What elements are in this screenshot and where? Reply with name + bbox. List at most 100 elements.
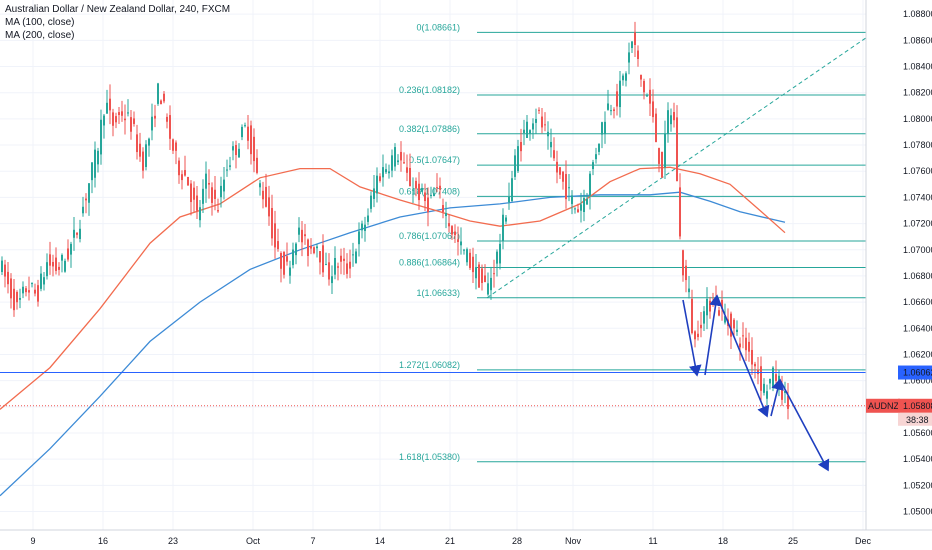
fibonacci-levels: 0(1.08661) 0.236(1.08182) 0.382(1.07886) 0.… <box>399 22 875 463</box>
chart-title: Australian Dollar / New Zealand Dollar, … <box>5 4 231 15</box>
candle-body <box>637 50 639 60</box>
candle-body <box>463 249 465 251</box>
candle-body <box>457 239 459 242</box>
candle-body <box>586 198 588 205</box>
candle-body <box>625 73 627 81</box>
candle-body <box>682 250 684 276</box>
candle-body <box>319 251 321 263</box>
candle-body <box>721 299 723 309</box>
candle-body <box>334 257 336 275</box>
candle-body <box>535 118 537 123</box>
projection-arrow <box>682 299 702 377</box>
candle-body <box>112 112 114 126</box>
candle-body <box>307 239 309 256</box>
candle-body <box>520 142 522 152</box>
projection-arrow <box>704 294 722 376</box>
candle-body <box>283 252 285 275</box>
candle-body <box>7 271 9 285</box>
candle-body <box>322 245 324 273</box>
fib-level-label: 0.5(1.07647) <box>409 155 460 165</box>
candle-body <box>148 138 150 146</box>
candle-body <box>118 112 120 116</box>
candle-body <box>115 116 117 123</box>
candle-body <box>61 254 63 261</box>
x-tick-label: 7 <box>310 536 315 546</box>
candle-body <box>133 118 135 124</box>
candle-body <box>451 226 453 235</box>
candle-body <box>529 130 531 134</box>
candle-body <box>244 125 246 127</box>
candle-body <box>190 183 192 203</box>
candle-body <box>286 256 288 262</box>
fib-level-label: 1(1.06633) <box>416 288 460 298</box>
candle-body <box>709 300 711 312</box>
candle-body <box>412 189 414 191</box>
x-tick-label: Oct <box>246 536 261 546</box>
candle-body <box>673 112 675 121</box>
candle-body <box>466 249 468 263</box>
candle-body <box>310 246 312 249</box>
candle-body <box>220 185 222 198</box>
candle-body <box>295 243 297 256</box>
candle-body <box>640 74 642 80</box>
ma100-line <box>0 166 786 410</box>
candle-body <box>79 228 81 240</box>
candle-body <box>154 115 156 119</box>
candle-body <box>574 208 576 210</box>
candle-body <box>559 167 561 175</box>
candle-body <box>580 204 582 211</box>
candle-body <box>691 298 693 334</box>
candle-body <box>280 253 282 269</box>
fib-level-label: 0.236(1.08182) <box>399 85 460 95</box>
candle-body <box>205 173 207 189</box>
candle-body <box>718 310 720 316</box>
candle-body <box>151 116 153 131</box>
candle-body <box>748 341 750 352</box>
candle-body <box>253 136 255 162</box>
y-tick-label: 1.07000 <box>903 245 932 255</box>
candle-body <box>178 160 180 176</box>
candle-body <box>667 110 669 134</box>
candle-body <box>487 283 489 295</box>
candle-body <box>508 196 510 203</box>
fib-level-label: 1.272(1.06082) <box>399 360 460 370</box>
candle-body <box>10 278 12 299</box>
candle-body <box>34 289 36 294</box>
candle-body <box>250 125 252 155</box>
candle-body <box>193 187 195 200</box>
candle-body <box>94 149 96 178</box>
y-tick-label: 1.07800 <box>903 140 932 150</box>
candle-body <box>202 188 204 204</box>
candle-body <box>184 170 186 176</box>
candle-body <box>241 126 243 138</box>
candle-body <box>526 121 528 138</box>
candle-body <box>676 117 678 182</box>
candle-body <box>739 343 741 348</box>
candle-body <box>292 249 294 266</box>
candle-body <box>610 110 612 112</box>
candle-body <box>130 117 132 132</box>
candle-body <box>43 277 45 285</box>
candle-body <box>688 288 690 293</box>
symbol-label: AUDNZD <box>868 401 906 411</box>
candle-body <box>730 313 732 337</box>
candle-body <box>301 229 303 243</box>
candle-body <box>514 155 516 177</box>
candle-body <box>544 124 546 126</box>
candle-body <box>670 115 672 125</box>
candle-body <box>400 151 402 161</box>
candle-body <box>631 41 633 49</box>
candle-body <box>157 83 159 104</box>
projection-arrow <box>779 379 830 472</box>
candle-body <box>469 252 471 269</box>
candle-body <box>364 224 366 231</box>
x-tick-label: 21 <box>445 536 455 546</box>
candle-body <box>1 260 3 273</box>
candle-body <box>82 206 84 214</box>
candle-body <box>304 234 306 237</box>
candle-body <box>484 275 486 283</box>
y-axis-bg <box>866 0 932 550</box>
candle-body <box>268 197 270 217</box>
candle-body <box>358 231 360 245</box>
